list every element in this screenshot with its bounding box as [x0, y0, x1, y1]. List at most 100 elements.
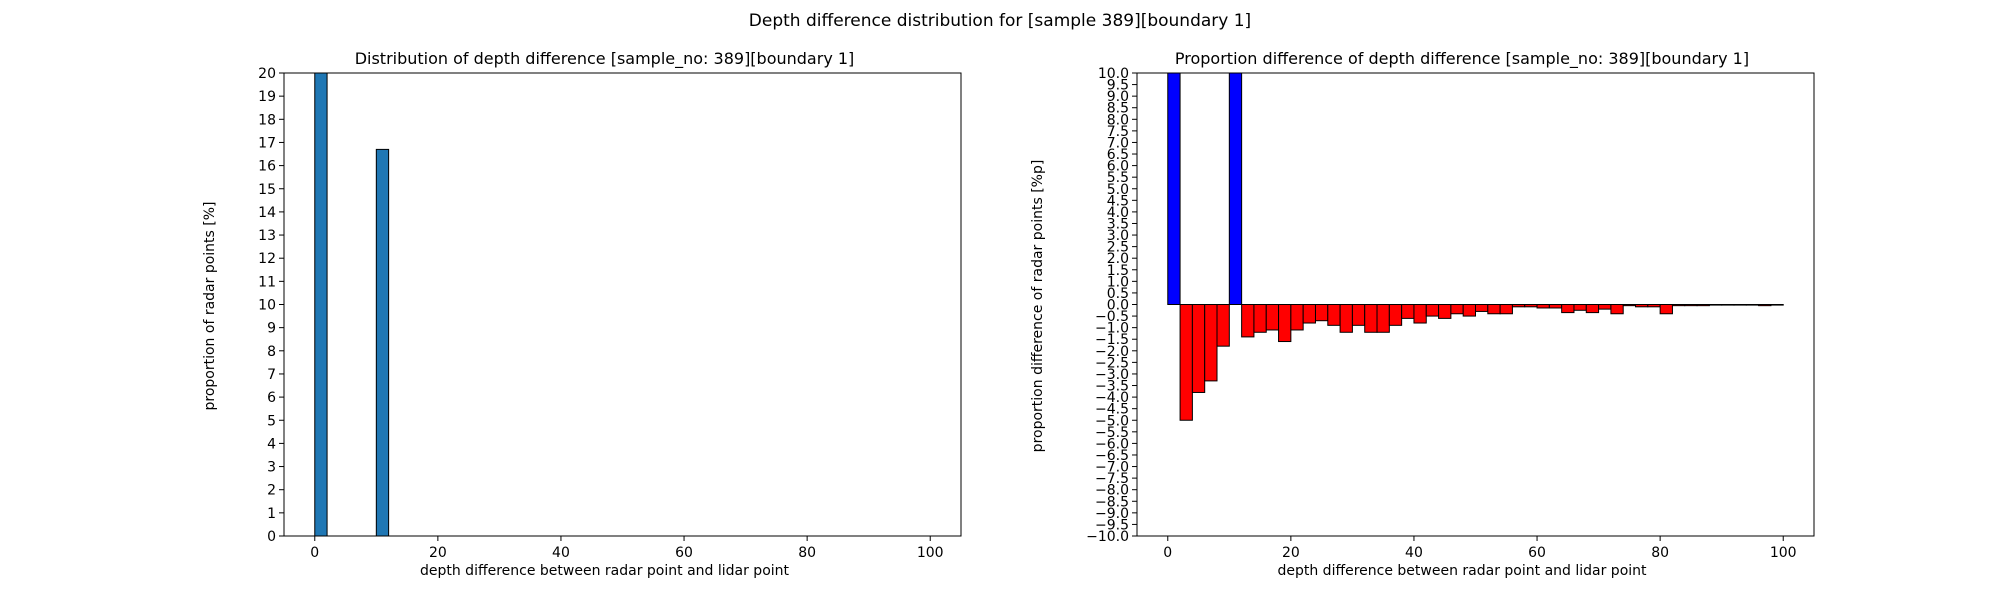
right-ytick-label: −6.5 — [1095, 448, 1129, 464]
right-bar — [1425, 304, 1440, 317]
right-ytick-label: −8.0 — [1095, 483, 1129, 499]
left-ytick-label: 14 — [258, 205, 276, 221]
right-xtick-label: 20 — [1282, 545, 1300, 561]
right-bar — [1314, 304, 1329, 322]
right-ytick-label: −8.5 — [1095, 494, 1129, 510]
right-bar — [1450, 304, 1464, 315]
right-xtick-label: 40 — [1405, 545, 1423, 561]
right-chart-title: Proportion difference of depth differenc… — [1175, 49, 1749, 69]
right-ytick-label: 0.0 — [1107, 298, 1129, 314]
right-ytick-label: −7.5 — [1095, 471, 1129, 487]
right-bar — [1671, 304, 1686, 307]
right-ytick-label: 9.0 — [1107, 89, 1129, 105]
right-ytick-label: −0.5 — [1095, 309, 1129, 325]
right-bar — [1339, 304, 1353, 333]
left-xtick-label: 100 — [917, 545, 944, 561]
right-bar — [1179, 304, 1193, 421]
left-ytick-label: 9 — [267, 321, 276, 337]
left-xtick-label: 40 — [552, 545, 570, 561]
left-bars — [314, 73, 390, 536]
right-bar — [1499, 304, 1513, 315]
right-ytick-label: −2.5 — [1095, 355, 1129, 371]
left-chart-xlabel: depth difference between radar point and… — [420, 563, 790, 579]
right-bar — [1438, 304, 1452, 319]
right-bars — [1167, 73, 1784, 421]
right-bar — [1524, 304, 1538, 308]
right-ytick-label: 9.5 — [1107, 78, 1129, 94]
right-bar — [1475, 304, 1489, 312]
right-bar — [1659, 304, 1673, 315]
right-bar — [1548, 304, 1563, 309]
right-bar — [1462, 304, 1477, 317]
right-ytick-label: −3.0 — [1095, 367, 1129, 383]
right-ytick-label: −4.5 — [1095, 402, 1129, 418]
right-ytick-label: −1.0 — [1095, 321, 1129, 337]
left-chart: Distribution of depth difference [sample… — [202, 49, 962, 579]
left-ytick-label: 3 — [267, 460, 276, 476]
left-ytick-label: 1 — [267, 506, 276, 522]
right-ytick-label: 6.5 — [1107, 147, 1129, 163]
right-chart: Proportion difference of depth differenc… — [1030, 49, 1815, 579]
right-bar — [1696, 304, 1710, 307]
right-bar — [1167, 73, 1181, 305]
left-ytick-label: 10 — [258, 298, 276, 314]
right-ytick-label: 6.0 — [1107, 159, 1129, 175]
right-ytick-label: −3.5 — [1095, 379, 1129, 395]
right-ytick-label: 0.5 — [1107, 286, 1129, 302]
right-ytick-label: −10.0 — [1086, 529, 1129, 545]
right-ytick-label: 3.5 — [1107, 216, 1129, 232]
right-ytick-label: 2.0 — [1107, 251, 1129, 267]
left-ytick-label: 7 — [267, 367, 276, 383]
left-ytick-label: 20 — [258, 66, 276, 82]
right-xtick-label: 100 — [1770, 545, 1797, 561]
right-bar — [1585, 304, 1600, 314]
right-bar — [1302, 304, 1316, 324]
right-bar — [1610, 304, 1624, 315]
right-ytick-label: −5.5 — [1095, 425, 1129, 441]
right-bar — [1487, 304, 1501, 315]
right-ytick-label: 8.5 — [1107, 101, 1129, 117]
right-bar — [1561, 304, 1575, 314]
left-bar — [314, 73, 328, 536]
right-ytick-label: −2.0 — [1095, 344, 1129, 360]
left-ytick-label: 6 — [267, 390, 276, 406]
right-ytick-label: 1.5 — [1107, 263, 1129, 279]
right-bar — [1770, 304, 1784, 306]
right-bar — [1758, 304, 1772, 307]
right-ytick-label: 7.0 — [1107, 135, 1129, 151]
left-ytick-label: 16 — [258, 159, 276, 175]
right-bar — [1622, 304, 1637, 307]
left-ytick-label: 11 — [258, 274, 276, 290]
right-bar — [1536, 304, 1550, 309]
right-ytick-label: −1.5 — [1095, 332, 1129, 348]
left-ytick-label: 5 — [267, 413, 276, 429]
left-bar — [375, 148, 390, 536]
right-bar — [1228, 73, 1243, 305]
left-xtick-label: 0 — [310, 545, 319, 561]
right-ytick-label: −4.0 — [1095, 390, 1129, 406]
right-bar — [1708, 304, 1723, 306]
right-bar — [1216, 304, 1230, 347]
right-bar — [1647, 304, 1661, 308]
right-bar — [1684, 304, 1698, 307]
left-ytick-label: 19 — [258, 89, 276, 105]
right-bar — [1413, 304, 1427, 324]
left-chart-title: Distribution of depth difference [sample… — [355, 49, 855, 69]
left-ytick-label: 13 — [258, 228, 276, 244]
left-xtick-label: 60 — [675, 545, 693, 561]
right-ytick-label: −6.0 — [1095, 436, 1129, 452]
right-bar — [1388, 304, 1403, 326]
left-chart-ylabel: proportion of radar points [%] — [202, 201, 218, 410]
right-ytick-label: 2.5 — [1107, 240, 1129, 256]
right-ytick-label: 3.0 — [1107, 228, 1129, 244]
left-ytick-label: 15 — [258, 182, 276, 198]
right-ytick-label: 4.5 — [1107, 193, 1129, 209]
right-bar — [1598, 304, 1612, 310]
right-bar — [1241, 304, 1255, 338]
left-ytick-label: 17 — [258, 135, 276, 151]
right-bar — [1253, 304, 1267, 333]
right-ytick-label: 10.0 — [1098, 66, 1129, 82]
right-ytick-label: 1.0 — [1107, 274, 1129, 290]
left-xtick-label: 80 — [798, 545, 816, 561]
right-bar — [1364, 304, 1378, 333]
